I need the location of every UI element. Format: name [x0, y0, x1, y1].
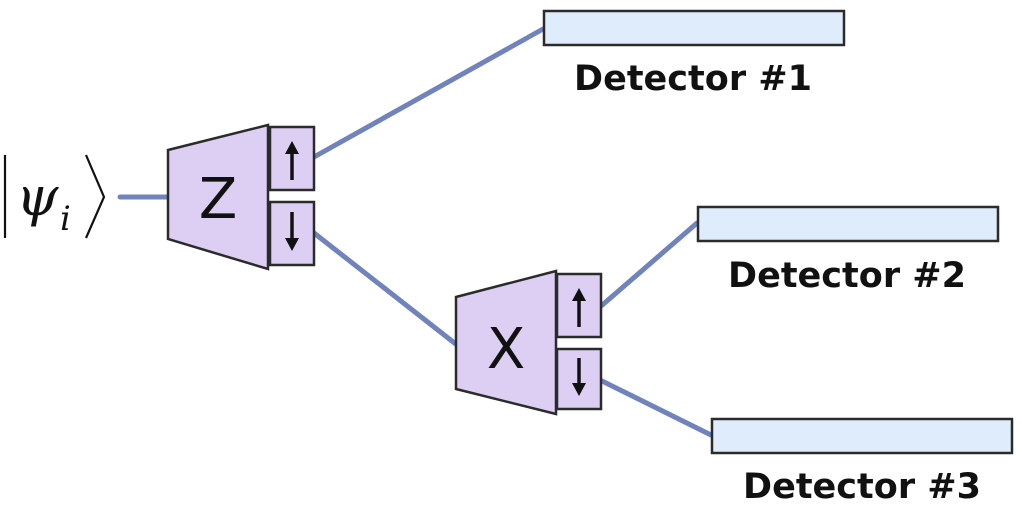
arrow-up-icon [572, 288, 586, 327]
detector-3-label: Detector #3 [743, 467, 981, 507]
ket-right-angle [84, 154, 106, 239]
z-analyzer-body [166, 123, 270, 271]
detector-3-bar [710, 417, 1014, 455]
x-analyzer-label: X [487, 317, 525, 382]
arrow-down-icon [572, 358, 586, 396]
detector-2-label: Detector #2 [728, 256, 966, 296]
input-state-ket: ψ i [3, 154, 106, 239]
detector-3: Detector #3 [710, 417, 1014, 507]
detector-1-label: Detector #1 [574, 59, 812, 99]
arrow-up-icon [285, 141, 299, 180]
detector-2: Detector #2 [696, 205, 1000, 296]
detector-2-bar [696, 205, 1000, 243]
ket-subscript: i [60, 199, 71, 239]
beam-z-up-to-detector-1 [311, 26, 546, 160]
arrow-down-icon [285, 212, 299, 251]
x-analyzer: X [454, 269, 603, 416]
z-analyzer-label: Z [199, 167, 237, 232]
beam-x-up-to-detector-2 [597, 220, 700, 310]
detector-1: Detector #1 [542, 9, 846, 99]
beam-x-down-to-detector-3 [597, 377, 714, 438]
ket-symbol: ψ [16, 165, 59, 228]
x-analyzer-body [454, 269, 558, 416]
beam-z-down-to-x [311, 230, 460, 348]
z-analyzer: Z [166, 123, 316, 271]
detector-1-bar [542, 9, 846, 47]
